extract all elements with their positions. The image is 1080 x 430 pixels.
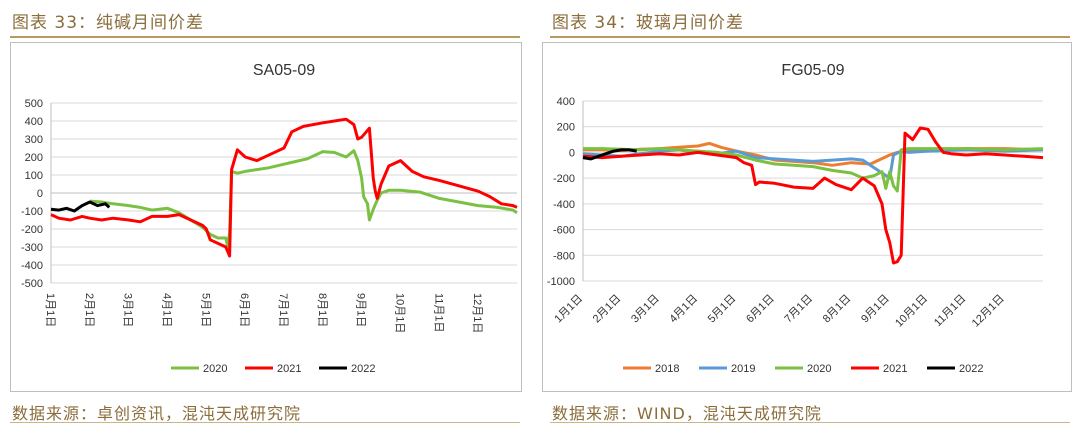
x-tick-label: 3月1日	[122, 293, 134, 327]
y-tick-label: -400	[21, 260, 43, 272]
x-tick-label: 3月1日	[629, 293, 662, 326]
x-tick-label: 1月1日	[44, 293, 56, 327]
source-rule	[550, 422, 1070, 423]
y-tick-label: 200	[25, 152, 43, 164]
x-tick-label: 9月1日	[859, 293, 892, 326]
chart-sa0509: SA05-09 500 400 300 200 100 0 -100 -200 -300 -400 -…	[21, 62, 518, 375]
y-tick-label: 400	[557, 96, 575, 108]
series-line-2019	[582, 148, 1044, 180]
x-tick-label: 6月1日	[238, 293, 250, 327]
source-rule	[10, 422, 520, 423]
caption-rule	[550, 36, 1070, 38]
y-tick-label: 200	[557, 122, 575, 134]
series-line-2022	[582, 148, 637, 161]
legend-label-2019: 2019	[731, 363, 755, 375]
y-tick-label: -600	[553, 225, 575, 237]
figure-caption: 图表 33：纯碱月间价差	[12, 13, 205, 33]
panel-sa: 图表 33：纯碱月间价差 SA05-09 500 400 300 200 100 0 -100…	[0, 0, 530, 430]
y-tick-label: -300	[21, 242, 43, 254]
y-tick-label: 500	[25, 98, 43, 110]
y-tick-label: -1000	[547, 276, 575, 288]
x-tick-label: 10月1日	[893, 293, 930, 330]
x-tick-label: 1月1日	[552, 293, 585, 326]
chart-frame: FG05-09 400 200 0 -200 -400 -600 -800 -1000 1月1日 2…	[542, 42, 1072, 392]
x-tick-label: 10月1日	[394, 293, 406, 333]
y-tick-label: -500	[21, 278, 43, 290]
series-line-2022	[50, 200, 111, 213]
x-tick-label: 11月1日	[932, 293, 968, 329]
legend-label-2020: 2020	[807, 363, 831, 375]
figure-caption: 图表 34：玻璃月间价差	[552, 13, 745, 33]
legend-label-2020: 2020	[203, 363, 227, 375]
legend-label-2022: 2022	[351, 363, 375, 375]
x-tick-label: 7月1日	[277, 293, 289, 327]
y-tick-label: -800	[553, 250, 575, 262]
series-line-2021	[50, 117, 518, 258]
x-tick-label: 7月1日	[782, 293, 815, 326]
x-tick-label: 9月1日	[355, 293, 367, 327]
data-source: 数据来源：WIND，混沌天成研究院	[552, 404, 822, 423]
y-tick-label: 400	[25, 116, 43, 128]
x-tick-label: 5月1日	[199, 293, 211, 327]
x-tick-label: 2月1日	[591, 293, 624, 326]
x-tick-label: 12月1日	[970, 293, 1007, 330]
x-tick-label: 2月1日	[83, 293, 95, 327]
chart-title: FG05-09	[781, 62, 844, 79]
x-tick-label: 4月1日	[161, 293, 173, 327]
y-tick-label: -400	[553, 199, 575, 211]
y-tick-label: 0	[569, 147, 575, 159]
x-tick-label: 5月1日	[706, 293, 739, 326]
y-tick-label: -100	[21, 206, 43, 218]
panel-fg: 图表 34：玻璃月间价差 FG05-09 400 200 0 -200 -400 -600 -…	[540, 0, 1080, 430]
x-tick-label: 11月1日	[432, 293, 444, 333]
caption-rule	[10, 36, 520, 38]
y-tick-label: -200	[21, 224, 43, 236]
chart-title: SA05-09	[253, 62, 315, 79]
y-tick-label: -200	[553, 173, 575, 185]
legend-label-2022: 2022	[959, 363, 983, 375]
series-line-2020	[89, 149, 518, 249]
x-tick-label: 8月1日	[821, 293, 854, 326]
chart-frame: SA05-09 500 400 300 200 100 0 -100 -200 -300 -400 -…	[10, 42, 522, 392]
x-tick-label: 4月1日	[667, 293, 700, 326]
series-line-2021	[582, 126, 1044, 265]
legend-label-2021: 2021	[883, 363, 907, 375]
x-tick-label: 12月1日	[471, 293, 483, 333]
legend-label-2018: 2018	[655, 363, 679, 375]
x-tick-label: 6月1日	[744, 293, 777, 326]
y-tick-label: 0	[37, 188, 43, 200]
legend-label-2021: 2021	[277, 363, 301, 375]
x-tick-label: 8月1日	[316, 293, 328, 327]
data-source: 数据来源：卓创资讯，混沌天成研究院	[12, 404, 302, 423]
y-tick-label: 300	[25, 134, 43, 146]
y-tick-label: 100	[25, 170, 43, 182]
